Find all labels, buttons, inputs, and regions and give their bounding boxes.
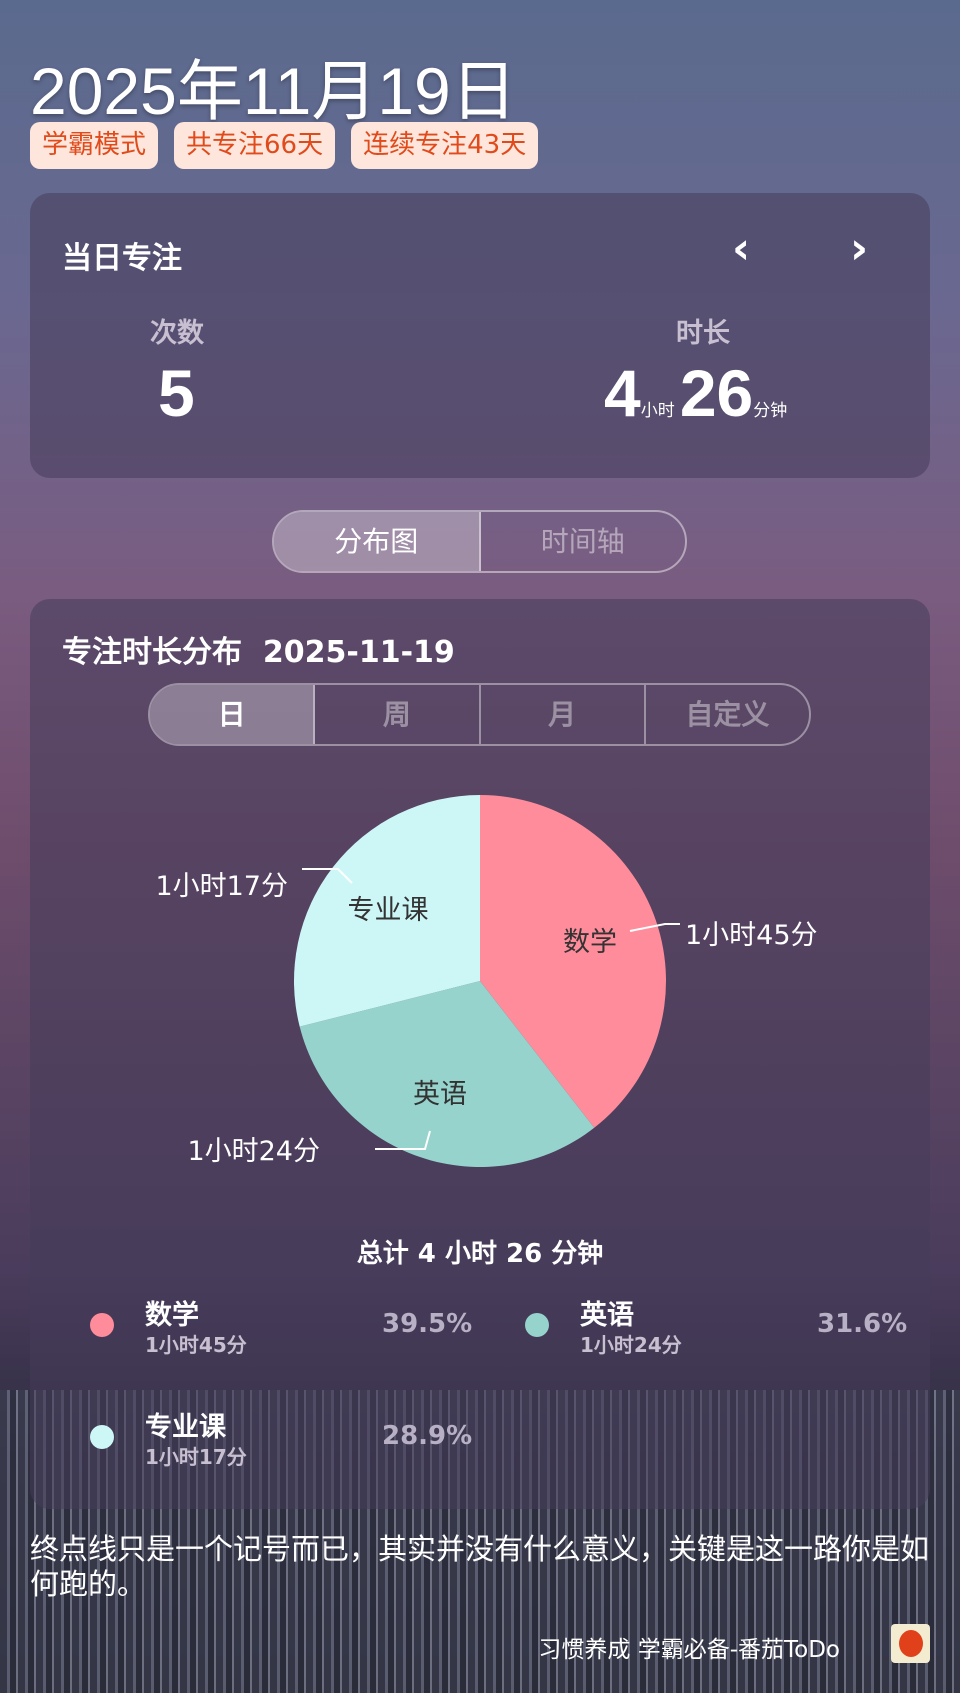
slice-value-label: 1小时17分 <box>155 871 288 902</box>
pie-slice-2[interactable] <box>294 795 480 1027</box>
tab-month[interactable]: 月 <box>481 685 646 744</box>
legend-name: 数学 <box>145 1300 199 1331</box>
legend-name: 英语 <box>580 1300 634 1331</box>
minutes-value: 26 <box>679 356 754 430</box>
slice-name-label: 英语 <box>413 1079 467 1110</box>
hours-unit: 小时 <box>640 401 675 421</box>
mode-badge: 学霸模式 <box>30 122 159 169</box>
distribution-card: 专注时长分布 2025-11-19 日 周 月 自定义 数学 1小时45分 英语 1小… <box>30 599 930 1509</box>
hours-value: 4 <box>604 356 641 430</box>
slice-name-label: 数学 <box>563 927 617 958</box>
card-title: 当日专注 <box>62 241 182 276</box>
leader-line <box>629 923 680 932</box>
legend-dot <box>90 1425 114 1449</box>
footer-text: 习惯养成 学霸必备-番茄ToDo <box>538 1637 840 1663</box>
view-toggle: 分布图 时间轴 <box>272 510 687 573</box>
chevron-left-icon[interactable]: ‹ <box>732 223 751 274</box>
total-duration: 总计 4 小时 26 分钟 <box>356 1239 604 1269</box>
count-value: 5 <box>158 356 195 430</box>
minutes-unit: 分钟 <box>753 401 788 421</box>
badge-row: 学霸模式 共专注66天 连续专注43天 <box>30 122 539 169</box>
chevron-right-icon[interactable]: › <box>850 223 869 274</box>
tab-week[interactable]: 周 <box>315 685 481 744</box>
streak-badge: 连续专注43天 <box>351 122 539 169</box>
duration-value: 4小时 26分钟 <box>604 355 787 431</box>
tab-custom[interactable]: 自定义 <box>685 698 770 731</box>
quote-text: 终点线只是一个记号而已，其实并没有什么意义，关键是这一路你是如何跑的。 <box>30 1532 930 1601</box>
legend-percent: 28.9% <box>382 1421 473 1451</box>
legend-dot <box>90 1313 114 1337</box>
page-title: 2025年11月19日 <box>30 54 517 128</box>
legend-duration: 1小时24分 <box>580 1333 682 1357</box>
legend-duration: 1小时45分 <box>145 1333 247 1357</box>
legend-name: 专业课 <box>145 1412 226 1443</box>
pie-slice-0[interactable] <box>480 795 667 1128</box>
tab-day[interactable]: 日 <box>150 685 316 744</box>
leader-line <box>375 1130 431 1150</box>
total-days-badge: 共专注66天 <box>174 122 336 169</box>
leader-line <box>302 868 353 884</box>
legend-dot <box>525 1313 549 1337</box>
legend-percent: 39.5% <box>382 1309 473 1339</box>
slice-value-label: 1小时24分 <box>187 1136 320 1167</box>
legend-percent: 31.6% <box>817 1309 908 1339</box>
tab-distribution[interactable]: 分布图 <box>274 512 481 571</box>
period-tabs: 日 周 月 自定义 <box>148 683 811 746</box>
distribution-title: 专注时长分布 2025-11-19 <box>62 635 455 670</box>
legend-duration: 1小时17分 <box>145 1445 247 1469</box>
duration-label: 时长 <box>676 318 730 349</box>
tomato-app-icon[interactable] <box>891 1624 930 1663</box>
count-label: 次数 <box>150 318 204 349</box>
tab-timeline[interactable]: 时间轴 <box>540 525 625 558</box>
daily-focus-card: 当日专注 ‹ › 次数 5 时长 4小时 26分钟 <box>30 193 930 478</box>
slice-value-label: 1小时45分 <box>685 920 818 951</box>
slice-name-label: 专业课 <box>348 895 429 926</box>
pie-slice-1[interactable] <box>299 981 595 1167</box>
